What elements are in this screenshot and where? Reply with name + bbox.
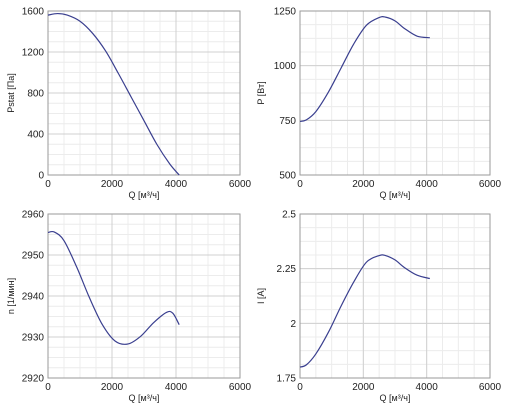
y-tick-label: 2950 — [22, 251, 45, 262]
chart-3: 0 2000 4000 6000 2920 2930 2940 2950 2960 Q [м³/ч… — [6, 210, 252, 404]
x-axis-label: Q [м³/ч] — [129, 393, 160, 403]
x-tick-label: 0 — [45, 179, 51, 190]
y-tick-label: 750 — [279, 116, 296, 127]
chart-2: 0 2000 4000 6000 500 750 1000 1250 Q [м³/ч] P [Вт… — [256, 7, 502, 201]
chart-1: 0 2000 4000 6000 0 400 800 1200 1600 Q [м³/ч] Psta… — [6, 7, 252, 201]
series-line — [47, 230, 180, 345]
x-tick-label: 2000 — [352, 382, 375, 393]
x-tick-label: 6000 — [479, 382, 502, 393]
y-axis-label: P [Вт] — [256, 81, 266, 104]
y-tick-label: 1000 — [274, 61, 297, 72]
y-axis-label: n [1/мин] — [6, 278, 16, 314]
y-tick-label: 800 — [27, 89, 44, 100]
y-tick-label: 1250 — [274, 7, 297, 18]
x-tick-label: 4000 — [416, 382, 439, 393]
chart-4: 0 2000 4000 6000 1.75 2 2.25 2.5 Q [м³/ч] I [A] — [256, 210, 502, 404]
x-tick-label: 2000 — [352, 179, 375, 190]
plot-frame — [47, 213, 241, 379]
x-tick-label: 6000 — [229, 179, 252, 190]
plot-frame — [47, 10, 241, 176]
x-tick-label: 0 — [45, 382, 51, 393]
y-tick-label: 0 — [38, 171, 44, 182]
x-axis-label: Q [м³/ч] — [380, 190, 411, 200]
plot-frame — [299, 213, 491, 379]
x-tick-label: 0 — [297, 179, 303, 190]
y-tick-label: 2.5 — [282, 210, 296, 221]
y-tick-label: 2 — [290, 319, 296, 330]
x-tick-label: 6000 — [479, 179, 502, 190]
y-tick-label: 1.75 — [277, 374, 297, 385]
y-tick-label: 1600 — [22, 7, 45, 18]
plot-frame — [299, 10, 491, 176]
y-tick-label: 2960 — [22, 210, 45, 221]
x-tick-label: 6000 — [229, 382, 252, 393]
x-tick-label: 4000 — [165, 179, 188, 190]
x-tick-label: 0 — [297, 382, 303, 393]
x-tick-label: 2000 — [101, 382, 124, 393]
y-tick-label: 2930 — [22, 333, 45, 344]
x-tick-label: 4000 — [416, 179, 439, 190]
y-tick-label: 2940 — [22, 292, 45, 303]
y-axis-label: I [A] — [256, 288, 266, 304]
y-tick-label: 1200 — [22, 48, 45, 59]
series-line — [299, 16, 430, 123]
y-tick-label: 2.25 — [277, 264, 297, 275]
x-axis-label: Q [м³/ч] — [380, 393, 411, 403]
y-axis-label: Pstat [Па] — [6, 73, 16, 113]
y-tick-label: 500 — [279, 171, 296, 182]
x-tick-label: 2000 — [101, 179, 124, 190]
y-tick-label: 2920 — [22, 374, 45, 385]
x-axis-label: Q [м³/ч] — [129, 190, 160, 200]
x-tick-label: 4000 — [165, 382, 188, 393]
y-tick-label: 400 — [27, 130, 44, 141]
series-line — [299, 254, 430, 368]
series-line — [47, 12, 180, 176]
